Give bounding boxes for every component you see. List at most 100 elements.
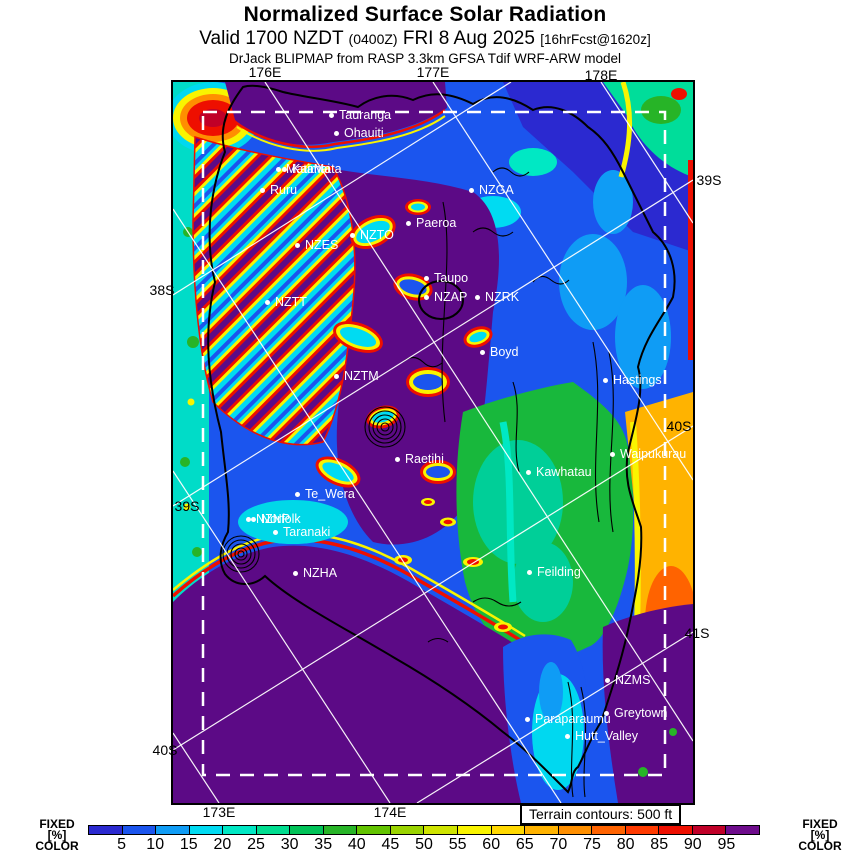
station-dot <box>424 295 429 300</box>
station-label: Norfolk <box>261 512 301 526</box>
colorbar-fixed-label-line: [%] <box>810 828 830 842</box>
colorbar-tick-5: 5 <box>117 836 127 853</box>
colorbar-segment <box>625 826 660 834</box>
inner-domain-boundary <box>201 110 667 777</box>
solar-radiation-field <box>173 82 693 803</box>
colorbar-tick-45: 45 <box>381 836 400 853</box>
station-dot <box>605 678 610 683</box>
station-label: Paraparaumu <box>535 712 611 726</box>
colorbar-tick-30: 30 <box>280 836 299 853</box>
station-dot <box>260 188 265 193</box>
station-label: Hutt_Valley <box>575 729 638 743</box>
station-label: NZTM <box>344 369 379 383</box>
station-label: Taupo <box>434 271 469 285</box>
station-label: Boyd <box>490 345 519 359</box>
colorbar-segment <box>223 826 257 834</box>
colorbar-segment <box>424 826 459 834</box>
colorbar-tick-40: 40 <box>347 836 366 853</box>
colorbar-tick-35: 35 <box>314 836 333 853</box>
station-label: Te_Wera <box>305 487 355 501</box>
axis-label-177e: 177E <box>416 64 450 80</box>
colorbar-fixed-label-line: FIXED <box>802 817 838 831</box>
colorbar-segment <box>189 826 224 834</box>
station-dot <box>565 734 570 739</box>
station-dot <box>526 470 531 475</box>
station-label: NZMS <box>615 673 651 687</box>
station-dot <box>475 295 480 300</box>
colorbar-ticks: 5 10 15 20 25 30 35 40 45 50 55 60 65 70 75 80 85 90 95 <box>88 836 760 854</box>
station-label: Tauranga <box>339 108 392 122</box>
terrain-note: Terrain contours: 500 ft <box>520 804 682 825</box>
colorbar-tick-50: 50 <box>415 836 433 853</box>
colorbar-fixed-label-line: [%] <box>47 828 67 842</box>
colorbar-tick-70: 70 <box>549 836 568 853</box>
coastline <box>207 84 676 794</box>
colorbar-segment <box>491 826 526 834</box>
station-dot <box>610 452 615 457</box>
colorbar-segment <box>156 826 190 834</box>
axis-label-39s: 39S <box>174 498 200 514</box>
axis-label-176e: 176E <box>248 64 282 80</box>
station-label: NZES <box>305 238 339 252</box>
colorbar-segment <box>525 826 559 834</box>
station-dot <box>603 378 608 383</box>
colorbar-segment <box>122 826 157 834</box>
station-label: Kawhatau <box>536 465 592 479</box>
axis-label-39s: 39S <box>696 172 722 188</box>
valid-time: Valid 1700 NZDT <box>199 28 344 49</box>
colorbar-segment <box>592 826 626 834</box>
station-label: NZAP <box>434 290 468 304</box>
station-label: NZGA <box>479 183 514 197</box>
colorbar-tick-85: 85 <box>650 836 669 853</box>
station-label: NZNP <box>256 512 291 526</box>
station-dot <box>395 457 400 462</box>
map-plot <box>171 80 695 805</box>
colorbar-right-label: FIXED [%] COLOR <box>790 817 850 852</box>
colorbar-segment <box>458 826 492 834</box>
forecast-run: [16hrFcst@1620z] <box>540 32 651 47</box>
station-dot <box>527 570 532 575</box>
model-line: DrJack BLIPMAP from RASP 3.3km GFSA Tdif… <box>228 51 622 66</box>
station-dot <box>246 517 251 522</box>
station-label: Feilding <box>537 565 581 579</box>
station-dot <box>424 276 429 281</box>
station-dot <box>273 530 278 535</box>
colorbar-tick-20: 20 <box>213 836 232 853</box>
station-dot <box>293 571 298 576</box>
valid-time-line: Valid 1700 NZDT (0400Z) FRI 8 Aug 2025 [… <box>0 28 850 50</box>
axis-label-41s: 41S <box>684 625 710 641</box>
colorbar-tick-90: 90 <box>683 836 702 853</box>
station-label: Raetihi <box>405 452 444 466</box>
colorbar-segment <box>659 826 693 834</box>
station-dot <box>329 113 334 118</box>
station-label: NZTO <box>360 228 394 242</box>
zulu-time: (0400Z) <box>348 31 398 47</box>
colorbar-segment <box>692 826 727 834</box>
axis-label-174e: 174E <box>373 804 407 820</box>
axis-label-40s: 40S <box>152 742 178 758</box>
colorbar-segment <box>558 826 593 834</box>
station-dot <box>251 517 256 522</box>
station-label: Taranaki <box>283 525 331 539</box>
colorbar-left-label: FIXED [%] COLOR <box>27 817 87 853</box>
station-dot <box>282 167 287 172</box>
station-dot <box>295 243 300 248</box>
station-dot <box>334 131 339 136</box>
colorbar <box>88 825 760 835</box>
colorbar-tick-15: 15 <box>179 836 198 853</box>
station-dot <box>480 350 485 355</box>
station-label: Ruru <box>270 183 298 197</box>
station-label: NZHA <box>303 566 338 580</box>
station-dot <box>350 233 355 238</box>
station-dot <box>469 188 474 193</box>
axis-label-40s: 40S <box>666 418 692 434</box>
colorbar-segment <box>323 826 358 834</box>
station-label: Kaimai <box>292 162 331 176</box>
station-dot <box>604 711 609 716</box>
colorbar-tick-60: 60 <box>482 836 501 853</box>
station-label: Waipukurau <box>620 447 687 461</box>
lat-lon-graticule <box>173 82 693 803</box>
colorbar-fixed-label-line: COLOR <box>35 839 79 853</box>
colorbar-fixed-label-line: FIXED <box>39 817 75 831</box>
